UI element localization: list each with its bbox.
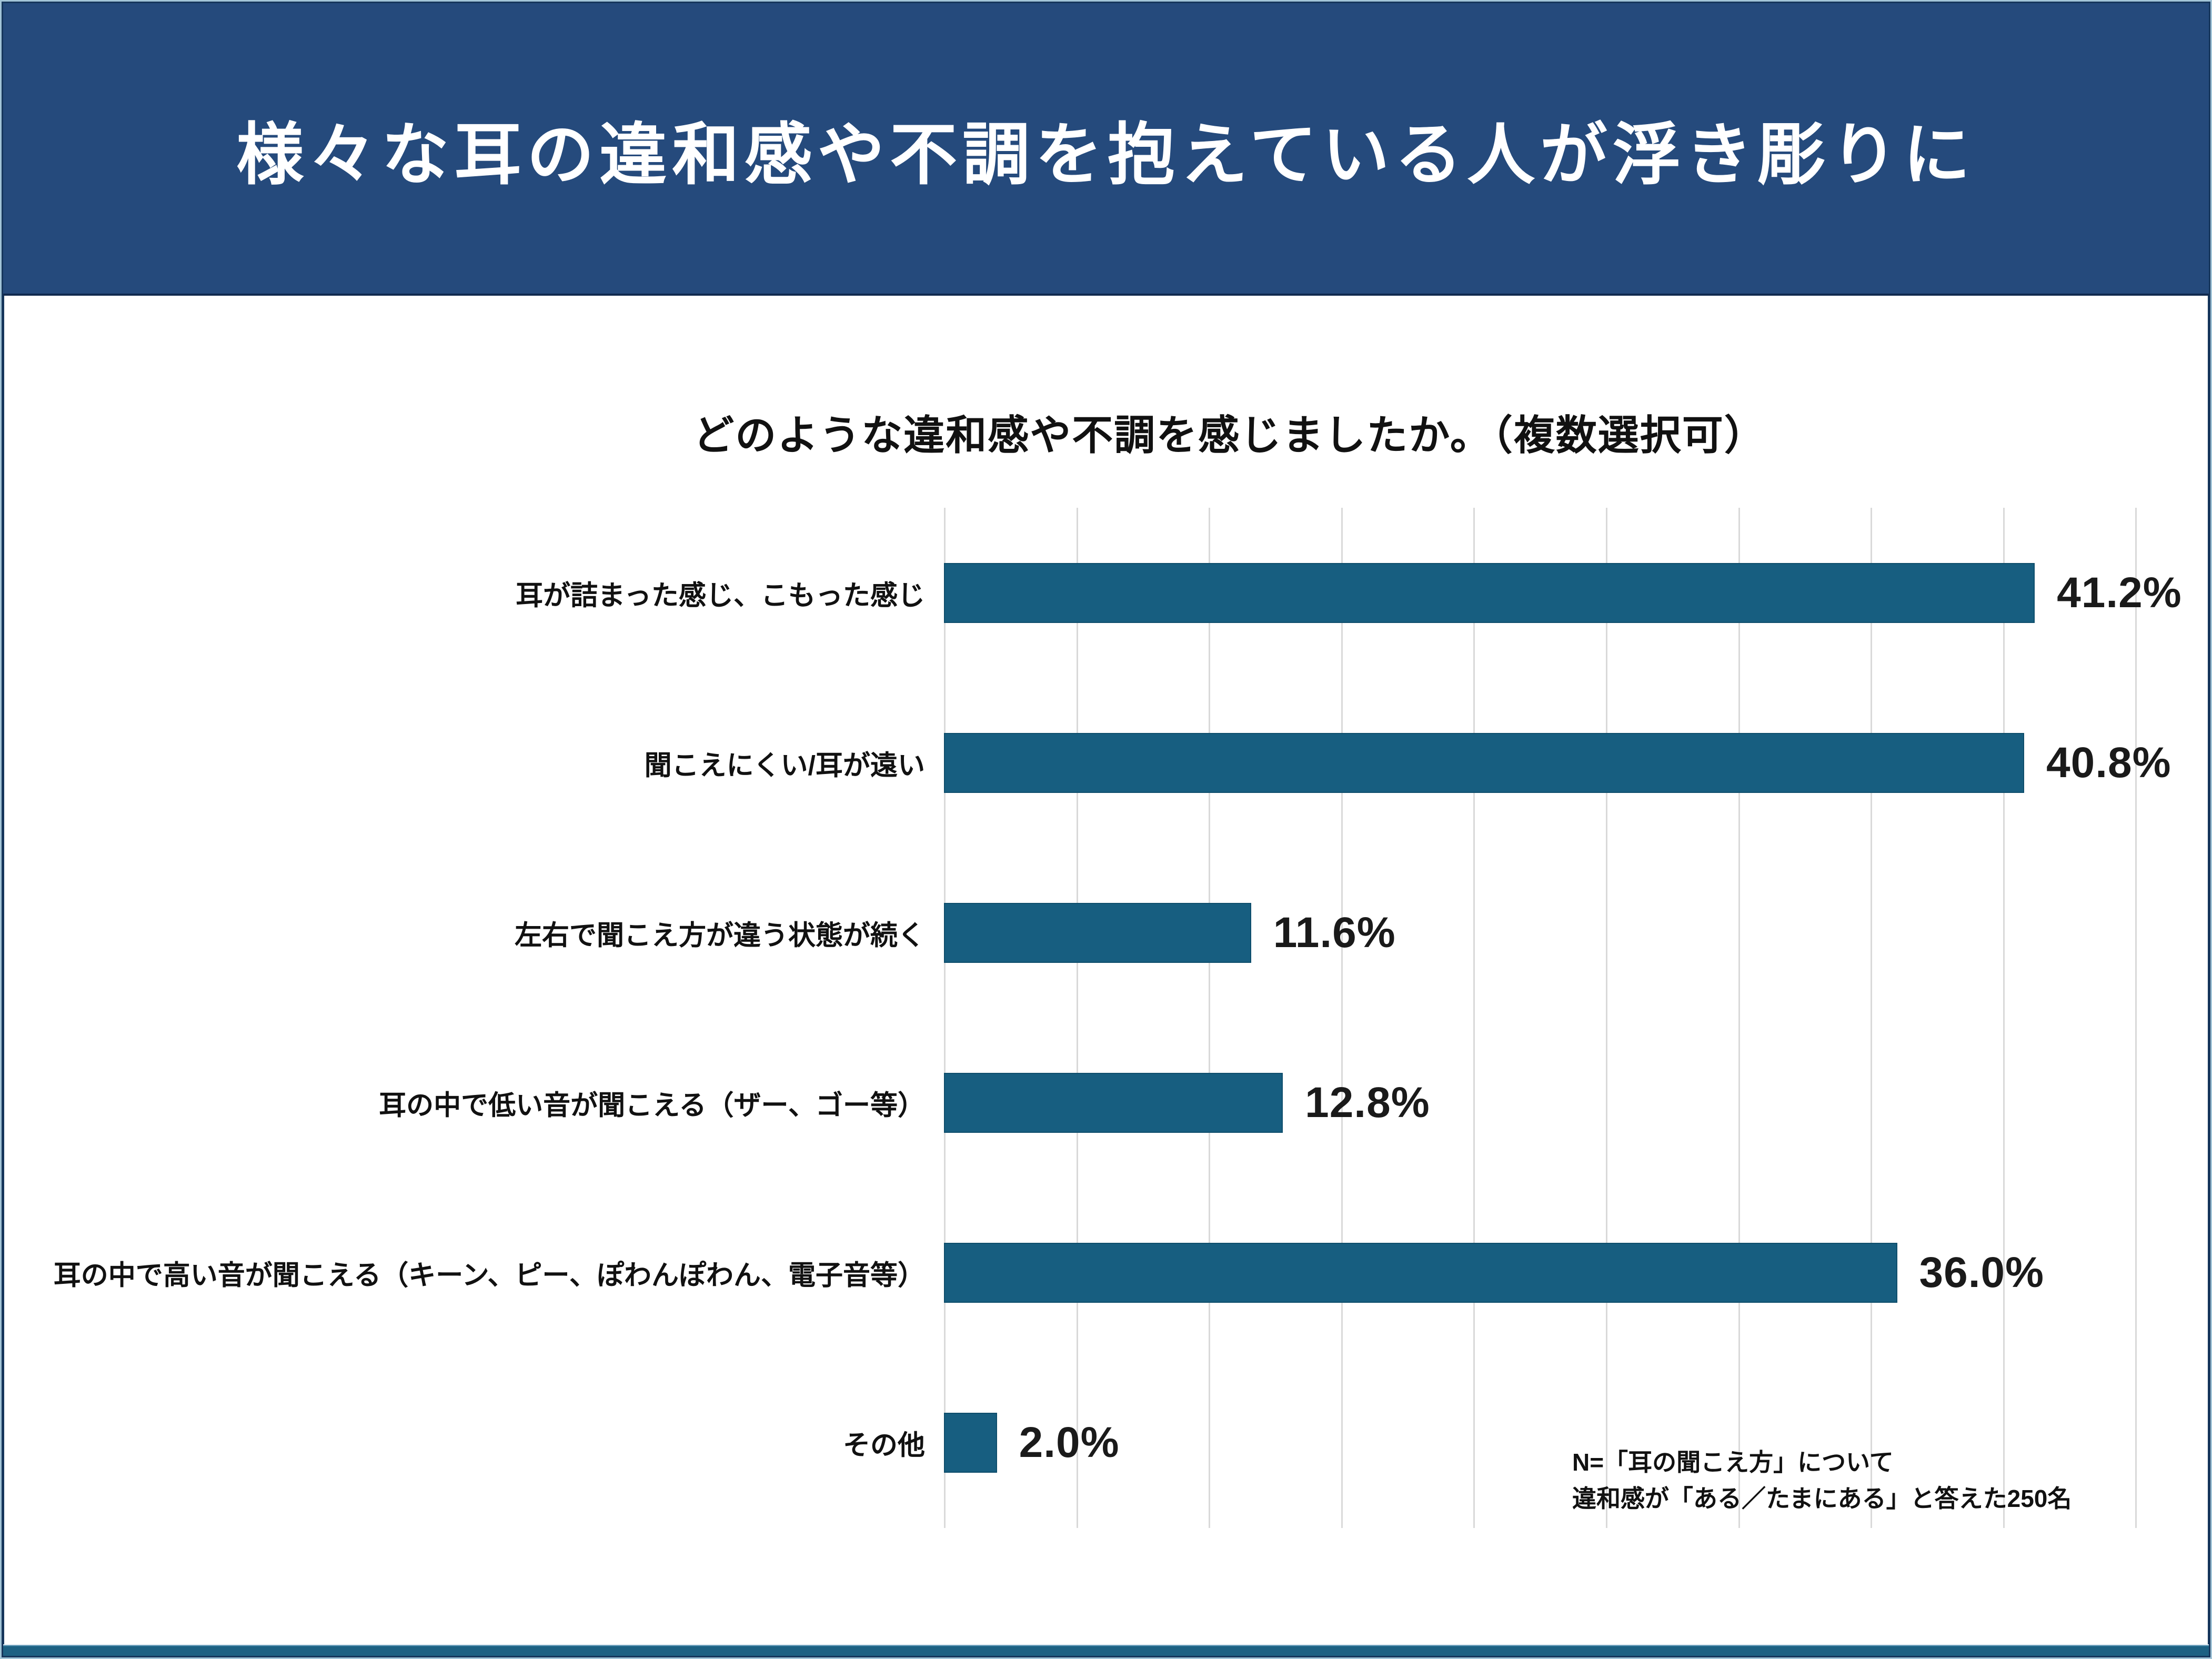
- bar: [944, 902, 1251, 963]
- sample-note-line2: 違和感が「ある／たまにある」と答えた250名: [1572, 1485, 2072, 1512]
- category-label: 耳が詰まった感じ、こもった感じ: [516, 580, 925, 611]
- bar-row: 聞こえにくい/耳が遠い 40.8%: [2, 678, 2210, 848]
- plot-area: [944, 508, 2144, 1528]
- category-label: 左右で聞こえ方が違う状態が続く: [514, 920, 925, 951]
- chart-question: どのような違和感や不調を感じましたか。（複数選択可）: [693, 412, 1766, 458]
- bar: [944, 1072, 1283, 1133]
- gridline-25: [1606, 508, 1607, 1528]
- sample-note: N=「耳の聞こえ方」について 違和感が「ある／たまにある」と答えた250名: [1572, 1444, 2072, 1517]
- bar: [944, 562, 2035, 623]
- title-banner: 様々な耳の違和感や不調を抱えている人が浮き彫りに: [3, 3, 2209, 296]
- gridline-10: [1209, 508, 1211, 1528]
- bar: [944, 1242, 1897, 1303]
- category-label: 聞こえにくい/耳が遠い: [644, 750, 925, 781]
- bar-row: 耳の中で低い音が聞こえる（ザー、ゴー等） 12.8%: [2, 1018, 2210, 1188]
- value-label: 2.0%: [1019, 1418, 1120, 1466]
- bar-row: 耳が詰まった感じ、こもった感じ 41.2%: [2, 508, 2210, 678]
- page-title: 様々な耳の違和感や不調を抱えている人が浮き彫りに: [236, 117, 1976, 193]
- gridline-0: [944, 508, 946, 1528]
- gridline-30: [1738, 508, 1740, 1528]
- gridline-15: [1341, 508, 1343, 1528]
- gridline-35: [1871, 508, 1873, 1528]
- category-label: その他: [842, 1430, 925, 1461]
- value-label: 36.0%: [1919, 1248, 2045, 1296]
- category-label: 耳の中で高い音が聞こえる（キーン、ピー、ぽわんぽわん、電子音等）: [53, 1260, 925, 1291]
- bar: [944, 1412, 997, 1473]
- value-label: 12.8%: [1305, 1078, 1430, 1127]
- bar-row: 左右で聞こえ方が違う状態が続く 11.6%: [2, 848, 2210, 1018]
- gridline-45: [2135, 508, 2137, 1528]
- bar-row: その他 2.0%: [2, 1358, 2210, 1527]
- gridline-5: [1076, 508, 1078, 1528]
- value-label: 40.8%: [2046, 738, 2171, 787]
- sample-note-line1: N=「耳の聞こえ方」について: [1572, 1449, 1894, 1476]
- value-label: 41.2%: [2057, 568, 2182, 617]
- gridline-20: [1473, 508, 1475, 1528]
- value-label: 11.6%: [1273, 908, 1396, 957]
- category-label: 耳の中で低い音が聞こえる（ザー、ゴー等）: [379, 1090, 925, 1121]
- bar: [944, 732, 2025, 793]
- bar-row: 耳の中で高い音が聞こえる（キーン、ピー、ぽわんぽわん、電子音等） 36.0%: [2, 1188, 2210, 1358]
- footer-strip: [3, 1645, 2209, 1656]
- gridline-40: [2003, 508, 2005, 1528]
